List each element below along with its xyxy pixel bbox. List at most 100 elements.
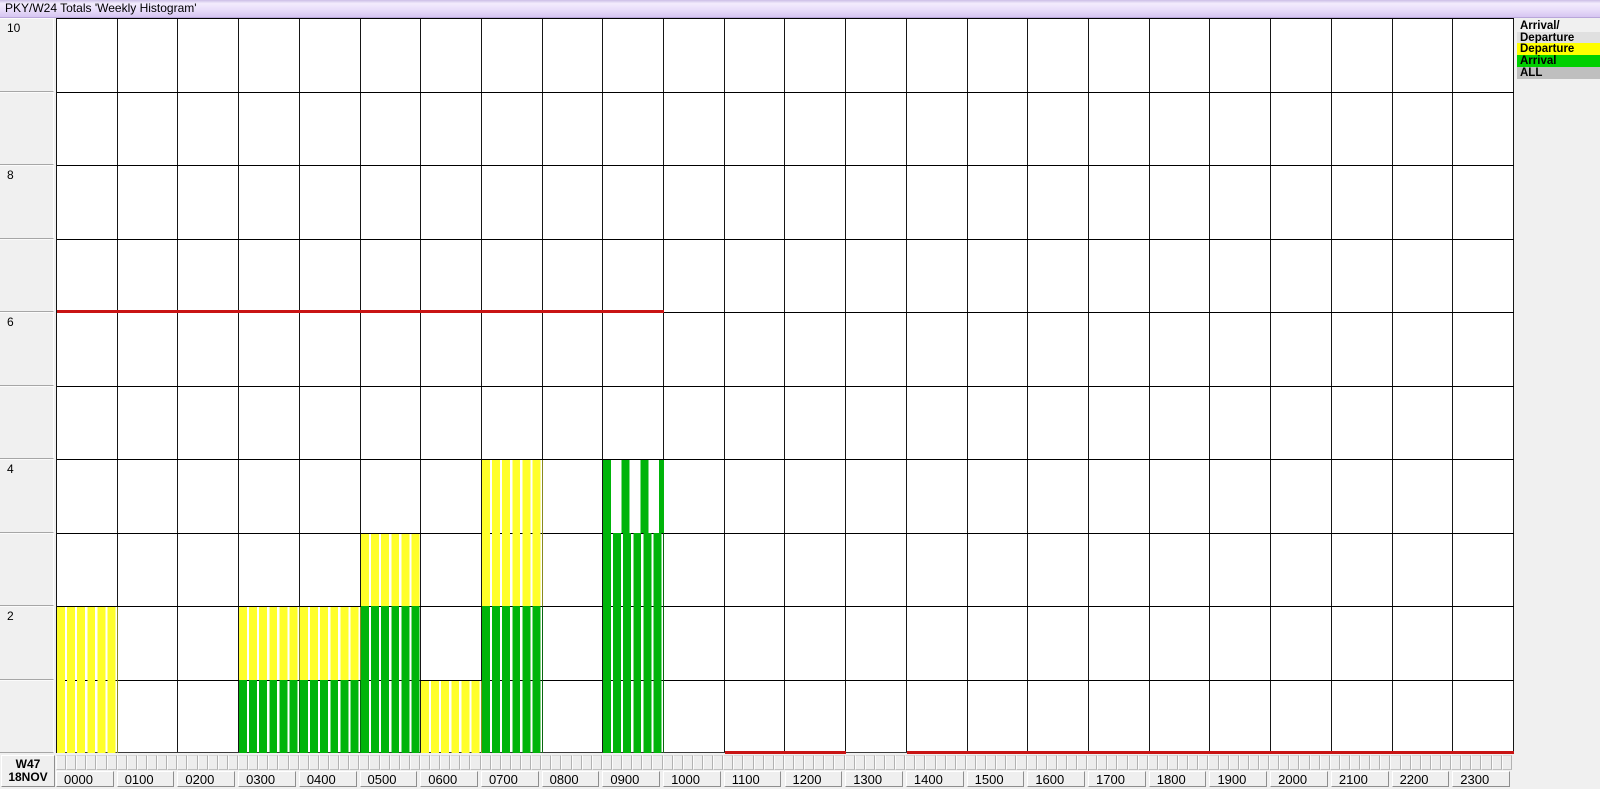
hour-label-1200[interactable]: 1200 [784, 771, 843, 787]
sub-tick-cell [601, 755, 613, 770]
hour-label-1700[interactable]: 1700 [1088, 771, 1146, 787]
y-axis-cell [0, 606, 54, 680]
hour-label-0100[interactable]: 0100 [116, 771, 175, 787]
hour-label-0600[interactable]: 0600 [420, 771, 478, 787]
bar-segment-arrival [603, 532, 665, 753]
sub-tick-cell [986, 755, 997, 770]
y-axis-column: 10 8 6 4 2 [0, 18, 56, 753]
sub-tick-cell [834, 755, 845, 770]
sub-tick-cell [1380, 755, 1391, 770]
sub-tick-cell [1289, 755, 1300, 770]
sub-tick-cell [1430, 755, 1441, 770]
sub-tick-cell [692, 755, 703, 770]
hour-label-1300[interactable]: 1300 [845, 771, 903, 787]
legend-item-departure[interactable]: Departure [1517, 43, 1600, 55]
sub-tick-cell [1481, 755, 1492, 770]
sub-tick-cell [1046, 755, 1057, 770]
sub-tick-cell [430, 755, 441, 770]
sub-tick-cell [146, 755, 158, 770]
sub-tick-cell [753, 755, 764, 770]
sub-tick-cell [157, 755, 168, 770]
sub-tick-cell [996, 755, 1007, 770]
sub-tick-cell [1279, 755, 1290, 770]
legend: Arrival/ Departure Departure Arrival ALL [1517, 20, 1600, 79]
sub-tick-cell [1127, 755, 1138, 770]
legend-column [1514, 18, 1600, 789]
hour-label-1400[interactable]: 1400 [905, 771, 964, 787]
sub-tick-cell [612, 755, 623, 770]
legend-item-all[interactable]: ALL [1517, 67, 1600, 79]
sub-tick-cell [450, 755, 461, 770]
hour-label-0900[interactable]: 0900 [602, 771, 661, 787]
sub-tick-cell [662, 755, 673, 770]
sub-tick-cell [1117, 755, 1128, 770]
hour-label-0300[interactable]: 0300 [238, 771, 296, 787]
hour-label-row: 0000 0100 0200 0300 0400 0500 0600 0700 0800 0900… [56, 771, 1513, 788]
hour-label-2300[interactable]: 2300 [1452, 771, 1510, 787]
sub-tick-cell [854, 755, 865, 770]
legend-header-line1: Arrival/ [1517, 20, 1600, 32]
sub-tick-cell [682, 755, 693, 770]
sub-tick-cell [440, 755, 451, 770]
sub-tick-cell [500, 755, 511, 770]
hour-label-0400[interactable]: 0400 [298, 771, 357, 787]
sub-tick-cell [1390, 755, 1401, 770]
sub-tick-cell [399, 755, 410, 770]
bar-segment-departure [421, 680, 482, 753]
hour-label-2100[interactable]: 2100 [1330, 771, 1389, 787]
capacity-line [57, 310, 665, 313]
sub-tick-cell [227, 755, 238, 770]
sub-tick-cell [783, 755, 794, 770]
sub-tick-cell [1451, 755, 1462, 770]
sub-tick-cell [1178, 755, 1189, 770]
y-axis-cell [0, 18, 54, 92]
sub-tick-cell [167, 755, 178, 770]
hour-label-0500[interactable]: 0500 [359, 771, 418, 787]
sub-tick-cell [531, 755, 542, 770]
sub-tick-cell [763, 755, 774, 770]
hour-label-1800[interactable]: 1800 [1148, 771, 1207, 787]
hour-label-1600[interactable]: 1600 [1027, 771, 1086, 787]
sub-tick-cell [1350, 755, 1361, 770]
sub-tick-cell [551, 755, 562, 770]
sub-tick-cell [905, 755, 916, 770]
hour-label-1900[interactable]: 1900 [1209, 771, 1268, 787]
hour-label-1100[interactable]: 1100 [723, 771, 782, 787]
hour-label-0800[interactable]: 0800 [541, 771, 600, 787]
sub-tick-cell [86, 755, 97, 770]
sub-tick-cell [915, 755, 926, 770]
sub-tick-cell [490, 755, 501, 770]
sub-tick-cell [743, 755, 754, 770]
sub-tick-cell [369, 755, 380, 770]
sub-tick-cell [935, 755, 946, 770]
sub-tick-cell [1208, 755, 1219, 770]
sub-tick-cell [1087, 755, 1098, 770]
hour-label-1000[interactable]: 1000 [663, 771, 721, 787]
hour-label-2200[interactable]: 2200 [1391, 771, 1450, 787]
sub-tick-cell [318, 755, 329, 770]
bar-segment-departure [239, 607, 300, 680]
bar-segment-arrival [603, 460, 665, 533]
y-gridline [57, 532, 1514, 534]
sub-tick-cell [975, 755, 987, 770]
hour-label-0000[interactable]: 0000 [56, 771, 114, 787]
hour-label-0200[interactable]: 0200 [177, 771, 236, 787]
y-axis-cell [0, 459, 54, 533]
sub-tick-cell [278, 755, 289, 770]
sub-tick-cell [328, 755, 340, 770]
y-tick-label: 4 [7, 462, 14, 476]
sub-tick-cell [1077, 755, 1088, 770]
legend-item-arrival[interactable]: Arrival [1517, 55, 1600, 67]
sub-tick-cell [339, 755, 350, 770]
sub-tick-cell [844, 755, 855, 770]
hour-label-1500[interactable]: 1500 [966, 771, 1025, 787]
y-axis-cell [0, 679, 54, 753]
y-axis-cell [0, 532, 54, 606]
sub-tick-cell [1461, 755, 1472, 770]
window-title: PKY/W24 Totals 'Weekly Histogram' [5, 1, 197, 15]
week-date-box: W47 18NOV [1, 755, 55, 787]
sub-tick-cell [713, 755, 724, 770]
hour-label-0700[interactable]: 0700 [480, 771, 539, 787]
hour-label-2000[interactable]: 2000 [1270, 771, 1328, 787]
y-gridline [57, 312, 1514, 313]
